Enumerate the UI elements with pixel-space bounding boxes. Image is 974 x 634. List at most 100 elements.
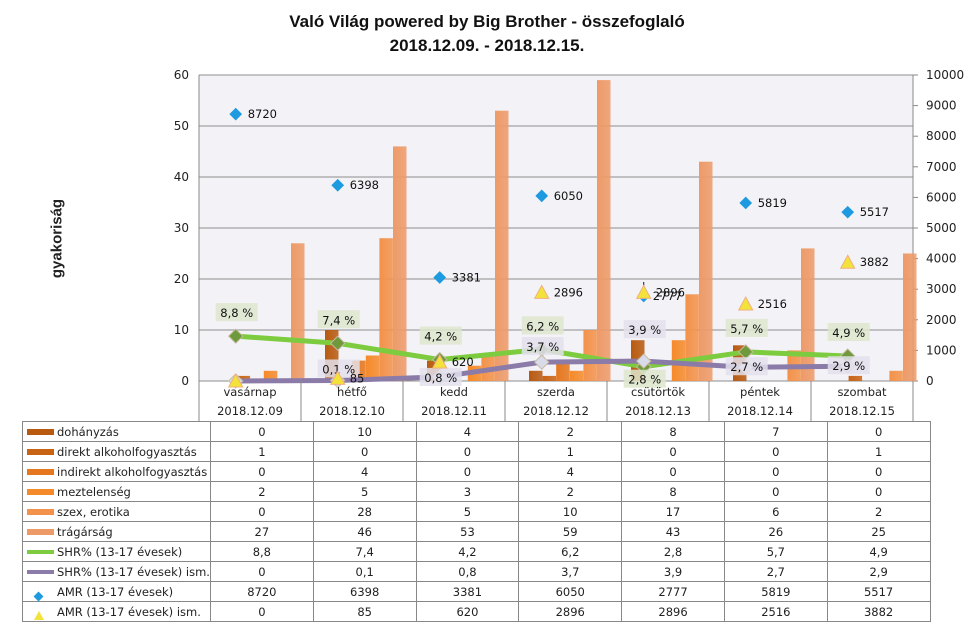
y-tick-label: 60 <box>174 68 189 82</box>
category-header: szombat 2018.12.15 <box>811 383 913 421</box>
table-cell: 2777 <box>621 581 725 602</box>
amr-marker <box>331 178 345 192</box>
table-cell: 2 <box>518 421 623 442</box>
shr-data-label-bg <box>725 318 768 337</box>
shr-data-label-bg <box>317 310 360 329</box>
shr-ism-data-label: 0,1 % <box>322 362 355 376</box>
table-cell: 4 <box>518 461 623 482</box>
amr-marker <box>433 271 447 284</box>
row-label-text: direkt alkoholfogyasztás <box>57 444 197 459</box>
table-cell: 620 <box>415 601 520 622</box>
table-cell: 2516 <box>723 601 828 622</box>
table-cell: 3 <box>415 481 520 502</box>
category-label: szerda <box>537 385 575 399</box>
table-cell: 4,2 <box>415 541 520 562</box>
amr-data-label: 5819 <box>758 196 787 210</box>
chart-title: Való Világ powered by Big Brother - össz… <box>289 12 685 31</box>
table-cell: 27 <box>209 521 314 542</box>
legend-swatch <box>27 550 54 554</box>
row-label-text: meztelenség <box>57 484 131 499</box>
table-cell: 43 <box>621 521 725 542</box>
amr-data-label: 3381 <box>452 271 481 285</box>
amr-marker <box>229 107 243 121</box>
row-label: meztelenség <box>22 481 211 502</box>
legend-swatch <box>27 509 54 515</box>
table-cell: 28 <box>312 501 417 522</box>
table-cell: 3381 <box>415 581 520 602</box>
amr-ism-data-label: 2896 <box>554 285 583 299</box>
table-cell: 4 <box>312 461 417 482</box>
table-cell: 1 <box>518 441 623 462</box>
y-tick-label: 40 <box>174 170 189 184</box>
table-cell: 6398 <box>312 581 417 602</box>
table-cell: 2896 <box>518 601 623 622</box>
shr-ism-data-label-bg <box>827 356 870 375</box>
table-cell: 4,9 <box>826 541 931 562</box>
table-row: dohányzás 0 10 4 2 8 7 0 <box>22 421 931 442</box>
shr-data-label: 7,4 % <box>322 313 355 327</box>
row-label: szex, erotika <box>22 501 211 522</box>
category-date: 2018.12.11 <box>421 404 487 418</box>
table-cell: 25 <box>826 521 931 542</box>
table-row: meztelenség 2 5 3 2 8 0 0 <box>22 481 931 502</box>
table-cell: 5 <box>415 501 520 522</box>
category-header: hétfő 2018.12.10 <box>301 383 403 421</box>
amr-ism-marker <box>635 284 652 299</box>
y-tick-label: 0 <box>181 374 189 388</box>
chart-subtitle: 2018.12.09. - 2018.12.15. <box>389 36 585 55</box>
category-header: szerda 2018.12.12 <box>505 383 607 421</box>
row-label: direkt alkoholfogyasztás <box>22 441 211 462</box>
legend-swatch <box>27 609 54 620</box>
table-cell: 0 <box>415 441 520 462</box>
table-cell: 6,2 <box>518 541 623 562</box>
shr-data-label: 8,8 % <box>220 306 253 320</box>
category-date: 2018.12.12 <box>523 404 589 418</box>
shr-data-label-bg <box>521 316 564 335</box>
table-cell: 8 <box>621 421 725 442</box>
table-cell: 0 <box>415 461 520 482</box>
category-label: szombat <box>837 385 887 399</box>
bar-tr-g-rs-g <box>801 248 815 381</box>
y-tick-label: 30 <box>174 221 189 235</box>
table-row: AMR (13-17 évesek) 8720 6398 3381 6050 2777 58… <box>22 581 931 602</box>
shr-data-label: 4,2 % <box>424 330 457 344</box>
y2-tick-label: 3000 <box>926 282 957 296</box>
amr-ism-marker <box>227 372 244 388</box>
table-cell: 4 <box>415 421 520 442</box>
table-row: direkt alkoholfogyasztás 1 0 0 1 0 0 1 <box>22 441 931 462</box>
table-cell: 0 <box>209 421 314 442</box>
category-header: péntek 2018.12.14 <box>709 383 811 421</box>
category-date: 2018.12.13 <box>625 404 691 418</box>
category-label: péntek <box>740 385 780 399</box>
shr-data-label-bg <box>215 303 258 322</box>
amr-ism-marker <box>329 370 346 385</box>
table-cell: 6050 <box>518 581 623 602</box>
legend-swatch <box>27 449 54 455</box>
table-cell: 0 <box>723 461 828 482</box>
category-header: csütörtök 2018.12.13 <box>607 383 709 421</box>
bar-tr-g-rs-g <box>393 146 407 381</box>
table-cell: 2 <box>826 501 931 522</box>
y-tick-label: 50 <box>174 119 189 133</box>
table-cell: 5 <box>312 481 417 502</box>
line-marker <box>635 353 652 369</box>
table-row: indirekt alkoholfogyasztás 0 4 0 4 0 0 0 <box>22 461 931 482</box>
bar-szex-erotika <box>379 238 393 381</box>
legend-swatch <box>27 570 54 574</box>
category-header: kedd 2018.12.11 <box>403 383 505 421</box>
shr-data-label: 4,9 % <box>832 326 865 340</box>
row-label: AMR (13-17 évesek) <box>22 581 211 602</box>
y2-tick-label: 9000 <box>926 99 957 113</box>
table-cell: 2,8 <box>621 541 725 562</box>
bar-szex-erotika <box>685 294 699 381</box>
bar-direkt-alkoholfogyaszt-s <box>848 375 863 381</box>
row-label-text: AMR (13-17 évesek) ism. <box>57 604 201 619</box>
table-cell: 0,8 <box>415 561 520 582</box>
table-cell: 0 <box>209 561 314 582</box>
legend-swatch <box>27 589 54 602</box>
table-cell: 1 <box>209 441 314 462</box>
table-cell: 7,4 <box>312 541 417 562</box>
table-cell: 2 <box>518 481 623 502</box>
category-date: 2018.12.09 <box>217 404 283 418</box>
amr-ism-marker <box>737 295 754 311</box>
